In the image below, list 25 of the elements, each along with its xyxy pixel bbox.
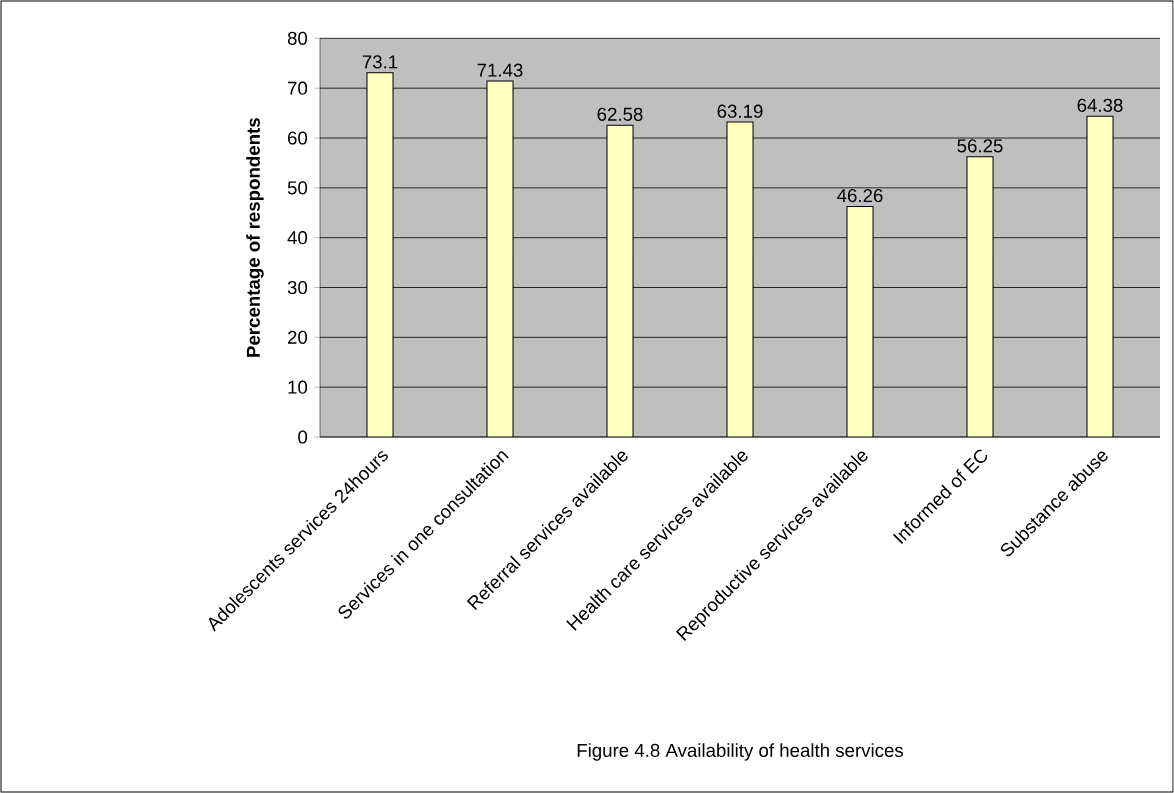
- bar: [1086, 115, 1114, 438]
- y-tick-label: 0: [298, 430, 308, 444]
- bar: [606, 124, 634, 438]
- data-label: 73.1: [362, 55, 398, 69]
- text: Figure 4.8 Availability of health services: [577, 743, 904, 761]
- data-label: 62.58: [597, 107, 643, 121]
- data-label: 56.25: [957, 139, 1003, 153]
- y-tick-label: 30: [287, 280, 308, 295]
- bar: [846, 205, 874, 438]
- data-label: 63.19: [717, 104, 763, 118]
- y-tick-label: 10: [288, 380, 308, 394]
- bar: [486, 80, 514, 438]
- y-tick-label: 20: [288, 330, 308, 344]
- y-tick-label: 70: [288, 81, 308, 95]
- bar: [726, 121, 754, 438]
- data-label: 71.43: [477, 63, 523, 77]
- y-tick-label: 40: [287, 231, 308, 245]
- y-tick-label: 50: [287, 181, 308, 195]
- data-label: 64.38: [1077, 98, 1123, 112]
- y-tick-label: 80: [287, 31, 308, 45]
- y-tick-label: 60: [288, 131, 308, 145]
- bar: [966, 156, 994, 438]
- bar: [366, 72, 394, 438]
- data-label: 46.26: [837, 188, 883, 203]
- y-axis-title: Percentage of respondents: [246, 118, 264, 357]
